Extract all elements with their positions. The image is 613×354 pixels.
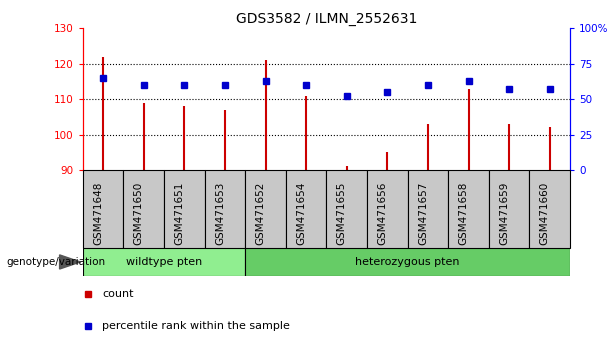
Bar — [489, 170, 530, 248]
Text: GSM471659: GSM471659 — [499, 182, 509, 245]
Text: GSM471660: GSM471660 — [540, 182, 550, 245]
Text: GSM471655: GSM471655 — [337, 182, 347, 245]
Bar — [123, 170, 164, 248]
Bar — [448, 170, 489, 248]
Text: GSM471648: GSM471648 — [93, 182, 103, 245]
Bar — [83, 170, 123, 248]
Bar — [205, 170, 245, 248]
Title: GDS3582 / ILMN_2552631: GDS3582 / ILMN_2552631 — [236, 12, 417, 26]
Bar — [408, 170, 448, 248]
Text: percentile rank within the sample: percentile rank within the sample — [102, 321, 290, 331]
Polygon shape — [59, 255, 80, 269]
Text: GSM471652: GSM471652 — [256, 182, 265, 245]
Text: genotype/variation: genotype/variation — [6, 257, 105, 267]
Bar — [367, 170, 408, 248]
Bar — [326, 170, 367, 248]
Text: GSM471653: GSM471653 — [215, 182, 225, 245]
Text: GSM471651: GSM471651 — [174, 182, 185, 245]
Text: heterozygous pten: heterozygous pten — [356, 257, 460, 267]
Text: GSM471650: GSM471650 — [134, 182, 143, 245]
Bar — [286, 170, 326, 248]
Bar — [530, 170, 570, 248]
Bar — [83, 248, 245, 276]
Bar — [164, 170, 205, 248]
Text: wildtype pten: wildtype pten — [126, 257, 202, 267]
Text: count: count — [102, 289, 134, 299]
Text: GSM471657: GSM471657 — [418, 182, 428, 245]
Text: GSM471656: GSM471656 — [378, 182, 387, 245]
Bar — [245, 170, 286, 248]
Text: GSM471658: GSM471658 — [459, 182, 468, 245]
Text: GSM471654: GSM471654 — [296, 182, 306, 245]
Bar — [245, 248, 570, 276]
